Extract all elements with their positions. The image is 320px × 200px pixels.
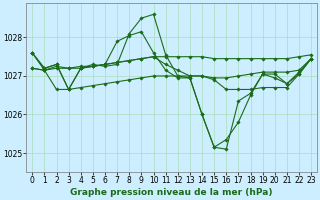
X-axis label: Graphe pression niveau de la mer (hPa): Graphe pression niveau de la mer (hPa) — [70, 188, 273, 197]
